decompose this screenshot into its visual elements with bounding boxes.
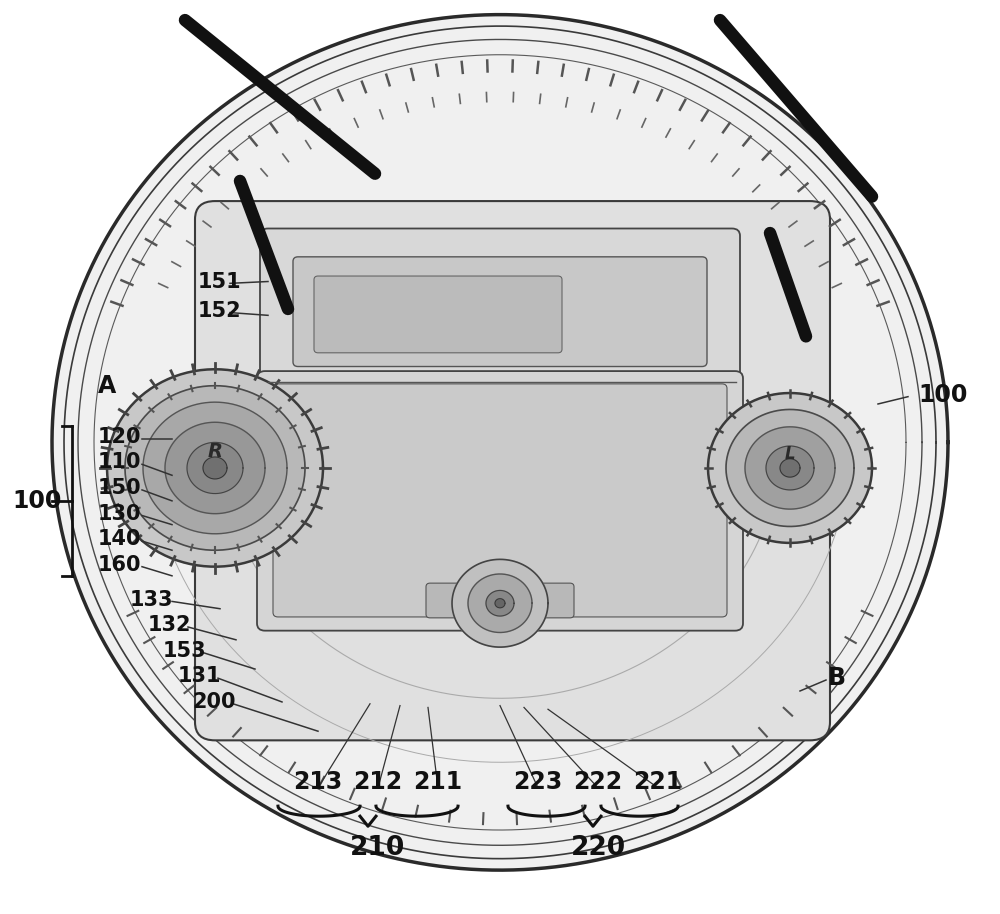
Text: 223: 223 — [513, 771, 563, 794]
Polygon shape — [165, 422, 265, 514]
Polygon shape — [52, 15, 948, 870]
Text: 221: 221 — [633, 771, 683, 794]
Text: 100: 100 — [918, 383, 967, 407]
FancyBboxPatch shape — [314, 276, 562, 353]
Polygon shape — [452, 559, 548, 647]
Polygon shape — [766, 446, 814, 490]
Polygon shape — [495, 599, 505, 608]
Text: 220: 220 — [570, 835, 626, 861]
Text: 130: 130 — [98, 504, 142, 524]
Text: 210: 210 — [350, 835, 406, 861]
Text: 150: 150 — [98, 478, 142, 498]
Polygon shape — [187, 442, 243, 494]
FancyBboxPatch shape — [260, 228, 740, 389]
Text: A: A — [98, 374, 116, 398]
Text: 133: 133 — [130, 590, 174, 610]
Text: 140: 140 — [98, 529, 142, 549]
Text: 200: 200 — [192, 692, 236, 712]
Text: 131: 131 — [178, 666, 222, 686]
Text: 100: 100 — [12, 489, 61, 513]
Polygon shape — [468, 574, 532, 632]
Polygon shape — [726, 409, 854, 526]
Text: 151: 151 — [198, 271, 242, 292]
FancyBboxPatch shape — [195, 201, 830, 740]
Text: 212: 212 — [353, 771, 403, 794]
FancyBboxPatch shape — [293, 257, 707, 367]
Polygon shape — [486, 590, 514, 616]
Text: 211: 211 — [413, 771, 463, 794]
Polygon shape — [780, 459, 800, 477]
FancyBboxPatch shape — [273, 384, 727, 617]
Text: 160: 160 — [98, 555, 142, 575]
Text: 152: 152 — [198, 301, 242, 321]
Polygon shape — [107, 369, 323, 567]
FancyBboxPatch shape — [257, 371, 743, 631]
Polygon shape — [203, 457, 227, 479]
Text: 132: 132 — [148, 615, 192, 635]
Text: R: R — [208, 442, 222, 461]
Text: 120: 120 — [98, 427, 142, 447]
Polygon shape — [708, 393, 872, 543]
Polygon shape — [745, 427, 835, 509]
Text: 153: 153 — [163, 641, 207, 661]
Text: B: B — [828, 666, 846, 690]
Text: 110: 110 — [98, 452, 142, 473]
Text: L: L — [785, 445, 795, 463]
FancyBboxPatch shape — [426, 583, 574, 618]
Text: 222: 222 — [573, 771, 623, 794]
Polygon shape — [143, 402, 287, 534]
Polygon shape — [125, 386, 305, 550]
Text: 213: 213 — [293, 771, 343, 794]
